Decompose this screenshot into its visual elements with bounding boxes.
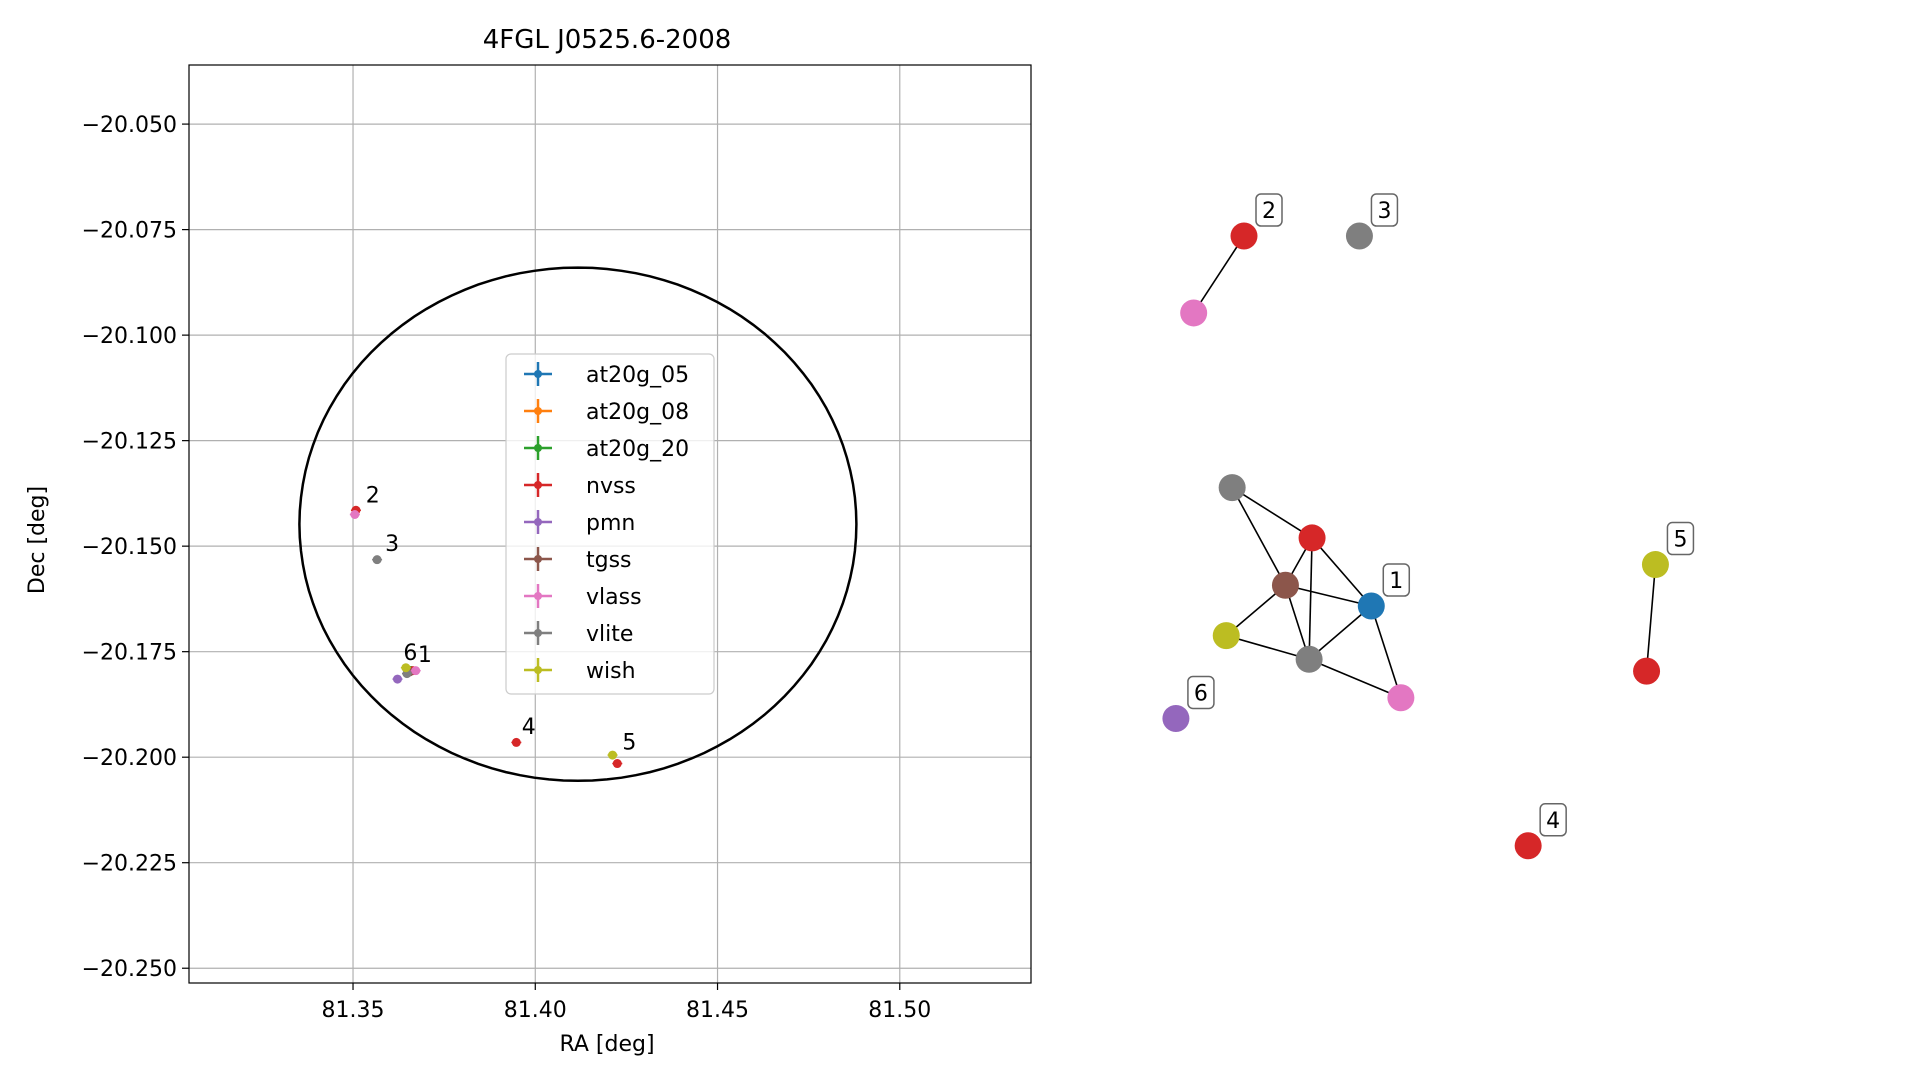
network-edge [1311, 537, 1372, 607]
marker-nvss [511, 737, 522, 747]
y-tick-label: −20.100 [82, 324, 177, 349]
network-node [1357, 592, 1385, 620]
network-label-1: 1 [1382, 563, 1411, 597]
x-tick-label: 81.35 [322, 998, 385, 1023]
network-edge [1308, 537, 1313, 660]
legend-box [505, 353, 715, 695]
network-label-text: 1 [1389, 569, 1403, 594]
network-edge [1226, 634, 1310, 661]
source-markers [349, 505, 623, 769]
marker-vlass [349, 510, 360, 520]
network-edge [1645, 564, 1657, 672]
legend-label: vlite [586, 622, 633, 647]
source-label-6: 6 [403, 641, 417, 666]
x-tick-label: 81.50 [868, 998, 931, 1023]
network-edge [1231, 487, 1287, 586]
network-edge [1370, 605, 1402, 699]
y-axis-ticks: −20.050 −20.075 −20.100 −20.125 −20.150 −20.1… [82, 113, 189, 982]
network-label-2: 2 [1255, 193, 1283, 227]
y-tick-label: −20.200 [82, 746, 177, 771]
network-label-5: 5 [1666, 521, 1695, 556]
network-edge [1231, 486, 1313, 539]
network-node [1295, 645, 1323, 673]
uncertainty-ellipse [298, 266, 858, 783]
legend-entry-pmn: pmn [524, 510, 635, 536]
legend-entry-nvss: nvss [524, 473, 636, 499]
network-edge [1193, 235, 1245, 314]
source-label-3: 3 [385, 532, 399, 557]
y-tick-label: −20.150 [82, 535, 177, 560]
network-labels: 1 2 3 4 5 6 [1187, 193, 1695, 837]
y-axis-label: Dec [deg] [25, 486, 50, 594]
legend-entry-at20g_05: at20g_05 [524, 362, 689, 388]
network-label-6: 6 [1187, 675, 1215, 710]
network-node [1298, 524, 1326, 552]
source-label-1: 1 [418, 643, 432, 668]
y-tick-label: −20.175 [82, 641, 177, 666]
x-gridlines [352, 65, 901, 983]
y-tick-label: −20.050 [82, 113, 177, 138]
network-panel: 1 2 3 4 5 6 [1162, 193, 1695, 860]
chart-title: 4FGL J0525.6-2008 [483, 25, 732, 55]
marker-wish [607, 750, 618, 760]
marker-pmn [392, 674, 403, 684]
y-tick-label: −20.125 [82, 430, 177, 455]
network-edge [1308, 605, 1372, 660]
legend-label: at20g_08 [586, 400, 689, 425]
legend-entry-vlass: vlass [524, 584, 642, 610]
legend-entry-at20g_20: at20g_20 [524, 436, 689, 462]
network-label-text: 2 [1262, 199, 1276, 224]
marker-vlite [372, 555, 383, 565]
network-node [1162, 704, 1190, 732]
network-node [1387, 684, 1415, 712]
source-label-4: 4 [522, 715, 536, 740]
plot-frame [188, 64, 1032, 984]
network-node [1212, 622, 1240, 650]
y-tick-label: −20.075 [82, 219, 177, 244]
y-tick-label: −20.225 [82, 852, 177, 877]
x-axis-label: RA [deg] [559, 1032, 654, 1057]
legend-entry-at20g_08: at20g_08 [524, 399, 689, 425]
network-node [1180, 299, 1208, 327]
network-label-text: 5 [1673, 528, 1687, 553]
y-tick-label: −20.250 [82, 957, 177, 982]
network-node [1230, 222, 1258, 250]
source-label-2: 2 [366, 484, 380, 509]
marker-nvss [612, 759, 623, 769]
network-node [1218, 474, 1246, 502]
network-label-3: 3 [1370, 193, 1399, 227]
source-label-5: 5 [622, 731, 636, 756]
legend-entry-tgss: tgss [524, 547, 632, 573]
network-node [1514, 832, 1542, 860]
network-node [1641, 551, 1669, 579]
x-axis-ticks: 81.35 81.40 81.45 81.50 [322, 983, 931, 1023]
network-label-text: 4 [1546, 809, 1560, 834]
x-tick-label: 81.40 [504, 998, 567, 1023]
network-label-4: 4 [1539, 803, 1567, 837]
network-node [1633, 657, 1661, 685]
network-node [1271, 571, 1299, 599]
legend-entry-wish: wish [524, 658, 636, 684]
network-edge [1308, 658, 1402, 699]
x-tick-label: 81.45 [686, 998, 749, 1023]
legend-label: vlass [586, 585, 642, 610]
network-label-text: 6 [1194, 681, 1208, 706]
network-edge [1285, 584, 1372, 607]
network-nodes [1162, 222, 1669, 860]
marker-vlass [410, 666, 421, 676]
legend-label: pmn [586, 511, 635, 536]
network-label-text: 3 [1377, 199, 1391, 224]
legend-label: tgss [586, 548, 632, 573]
legend-label: at20g_20 [586, 437, 689, 462]
legend-label: nvss [586, 474, 636, 499]
legend-label: wish [586, 659, 636, 684]
legend-entry-vlite: vlite [524, 621, 633, 647]
network-node [1345, 222, 1373, 250]
legend-label: at20g_05 [586, 363, 689, 388]
marker-wish [400, 663, 411, 673]
